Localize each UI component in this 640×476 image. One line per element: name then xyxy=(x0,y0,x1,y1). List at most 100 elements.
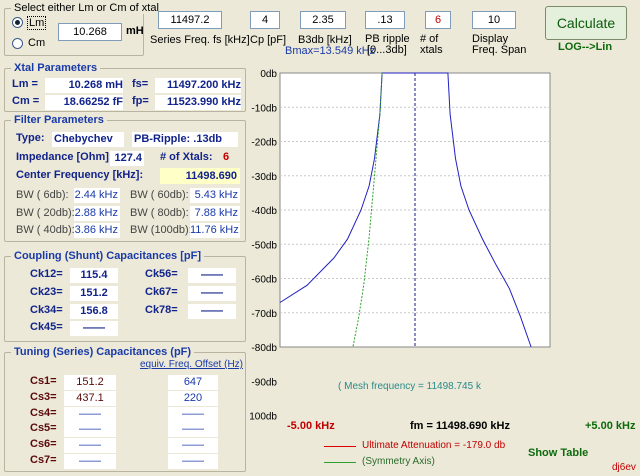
radio-cm[interactable] xyxy=(12,38,23,49)
freq-offset-header: equiv. Freq. Offset (Hz) xyxy=(140,359,243,370)
xtal-fs-value: 11497.200 kHz xyxy=(155,78,241,93)
filter-nxtals-label: # of Xtals: xyxy=(160,151,213,163)
ultimate-attenuation-legend-line xyxy=(324,446,356,447)
ck-value: —— xyxy=(70,321,118,336)
radio-lm-label[interactable]: Lm xyxy=(27,16,47,30)
ck-value: 156.8 xyxy=(70,304,118,319)
nxtals-input[interactable]: 6 xyxy=(425,11,451,29)
y-tick-label: -100db xyxy=(250,412,277,423)
pb-ripple-label: PB ripple xyxy=(365,33,410,45)
coupling-title: Coupling (Shunt) Capacitances [pF] xyxy=(11,250,204,262)
symmetry-axis-label: (Symmetry Axis) xyxy=(362,456,435,467)
pb-ripple-input[interactable]: .13 xyxy=(365,11,405,29)
radio-cm-label[interactable]: Cm xyxy=(28,37,46,49)
symmetry-reference-curve xyxy=(352,72,383,348)
y-tick-label: -50db xyxy=(251,240,277,251)
y-tick-label: -70db xyxy=(251,309,277,320)
series-freq-label: Series Freq. fs [kHz] xyxy=(150,34,250,46)
ck-value: —— xyxy=(188,304,236,319)
xtal-lm-value: 10.268 mH xyxy=(45,78,123,93)
cs-label: Cs6= xyxy=(30,438,57,450)
ck-label: Ck12= xyxy=(30,268,63,280)
pb-ripple-range: [0...3db] xyxy=(367,44,407,56)
y-tick-label: -40db xyxy=(251,206,277,217)
radio-lm[interactable] xyxy=(12,17,23,28)
signature: dj6ev xyxy=(612,462,636,473)
y-tick-label: -80db xyxy=(251,343,277,354)
y-tick-label: -20db xyxy=(251,138,277,149)
cs-value: 151.2 xyxy=(64,375,116,390)
xtal-parameters-group: Xtal Parameters xyxy=(4,62,246,112)
ck-value: —— xyxy=(188,286,236,301)
select-group-title: Select either Lm or Cm of xtal xyxy=(11,2,162,14)
cs-label: Cs3= xyxy=(30,391,57,403)
ck-label: Ck78= xyxy=(145,304,178,316)
cs-offset: —— xyxy=(168,422,218,437)
impedance-value: 127.4 xyxy=(110,151,144,166)
cs-label: Cs5= xyxy=(30,422,57,434)
span-label-2: Freq. Span xyxy=(472,44,527,56)
show-table-button[interactable]: Show Table xyxy=(528,447,589,459)
frequency-response-plot: 0db -10db -20db -30db -40db -50db -60db -70db -8… xyxy=(250,69,551,423)
xtal-fp-value: 11523.990 kHz xyxy=(155,95,241,110)
inductance-unit: mH xyxy=(126,25,144,37)
lm-cm-select-group: Select either Lm or Cm of xtal xyxy=(4,2,162,56)
log-lin-toggle[interactable]: LOG-->Lin xyxy=(558,41,613,53)
xtal-parameters-title: Xtal Parameters xyxy=(11,62,101,74)
bw-label: BW ( 6db): xyxy=(16,189,69,201)
mesh-frequency-label: ( Mesh frequency = 11498.745 k xyxy=(338,381,481,392)
cs-offset: —— xyxy=(168,454,218,469)
bw-label: BW ( 80db): xyxy=(130,207,189,219)
bw-value: 7.88 kHz xyxy=(190,206,240,221)
bw-value: 2.88 kHz xyxy=(74,206,120,221)
bw-value: 5.43 kHz xyxy=(190,188,240,203)
tuning-group: Tuning (Series) Capacitances (pF) xyxy=(4,346,246,472)
pb-ripple-value: PB-Ripple: .13db xyxy=(132,132,238,147)
y-tick-label: -60db xyxy=(251,275,277,286)
left-freq-label: -5.00 kHz xyxy=(287,420,335,432)
series-freq-input[interactable]: 11497.2 xyxy=(158,11,222,29)
cs-value: —— xyxy=(64,438,116,453)
ultimate-attenuation-label: Ultimate Attenuation = -179.0 db xyxy=(362,440,506,451)
ck-label: Ck56= xyxy=(145,268,178,280)
bw-value: 3.86 kHz xyxy=(74,223,120,238)
calculate-button[interactable]: Calculate xyxy=(545,6,627,40)
cs-value: —— xyxy=(64,407,116,422)
cs-value: —— xyxy=(64,422,116,437)
center-frequency-value: 11498.690 xyxy=(160,168,240,184)
y-tick-label: -90db xyxy=(251,377,277,388)
y-tick-label: -10db xyxy=(251,103,277,114)
filter-parameters-group: Filter Parameters xyxy=(4,114,246,242)
xtal-fs-label: fs= xyxy=(132,78,149,90)
bw-label: BW (100db): xyxy=(130,224,192,236)
center-freq-label: fm = 11498.690 kHz xyxy=(410,420,510,432)
filter-parameters-title: Filter Parameters xyxy=(11,114,107,126)
b3db-label: B3db [kHz] xyxy=(298,34,352,46)
ck-value: —— xyxy=(188,268,236,283)
inductance-input[interactable]: 10.268 xyxy=(58,23,122,41)
span-input[interactable]: 10 xyxy=(472,11,516,29)
tuning-title: Tuning (Series) Capacitances (pF) xyxy=(11,346,195,358)
bw-label: BW ( 40db): xyxy=(16,224,75,236)
y-tick-label: 0db xyxy=(260,69,277,80)
filter-type-label: Type: xyxy=(16,132,45,144)
xtal-fp-label: fp= xyxy=(132,95,149,107)
cs-label: Cs1= xyxy=(30,375,57,387)
xtal-cm-label: Cm = xyxy=(12,95,40,107)
cs-value: 437.1 xyxy=(64,391,116,406)
cs-label: Cs4= xyxy=(30,407,57,419)
response-curve xyxy=(279,72,532,348)
b3db-input[interactable]: 2.35 xyxy=(300,11,346,29)
cs-offset: 647 xyxy=(168,375,218,390)
ck-label: Ck67= xyxy=(145,286,178,298)
ck-label: Ck45= xyxy=(30,321,63,333)
ck-value: 151.2 xyxy=(70,286,118,301)
bw-value: 2.44 kHz xyxy=(74,188,120,203)
coupling-group: Coupling (Shunt) Capacitances [pF] xyxy=(4,250,246,342)
nxtals-label-2: xtals xyxy=(420,44,443,56)
bw-label: BW ( 60db): xyxy=(130,189,189,201)
cs-value: —— xyxy=(64,454,116,469)
y-tick-label: -30db xyxy=(251,172,277,183)
ck-label: Ck23= xyxy=(30,286,63,298)
cp-input[interactable]: 4 xyxy=(250,11,280,29)
